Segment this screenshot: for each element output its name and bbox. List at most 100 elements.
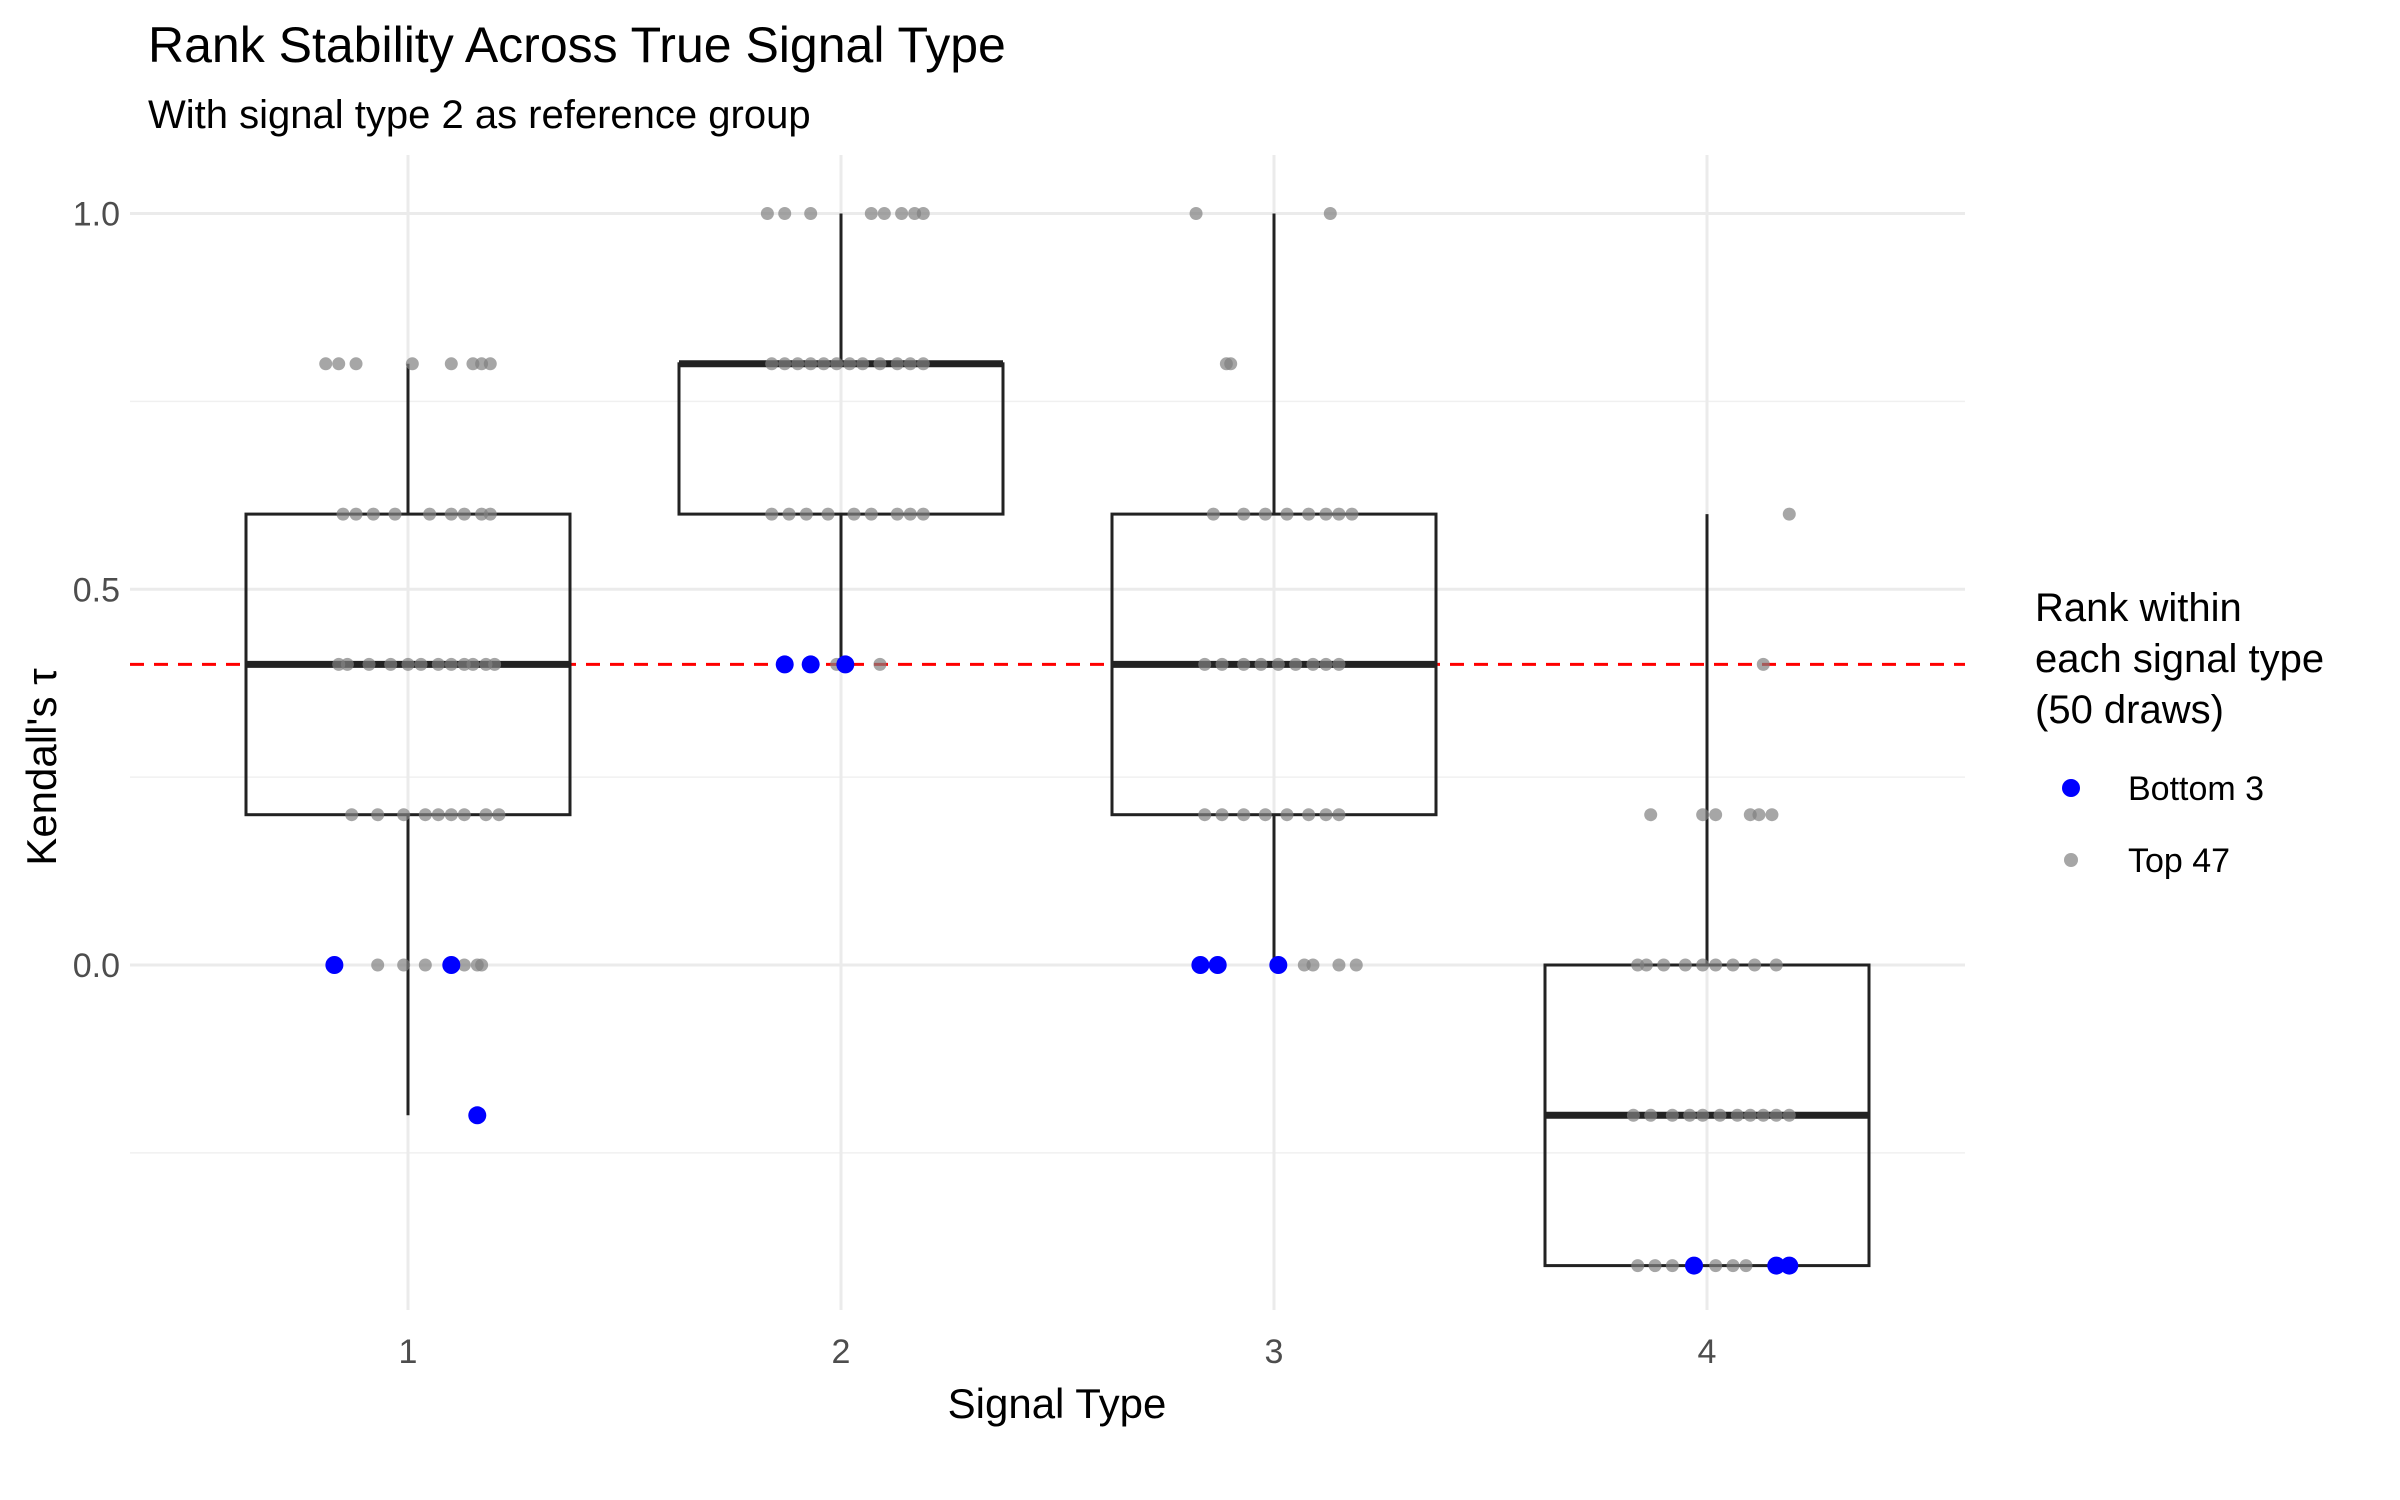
point-top-47 xyxy=(423,507,437,521)
x-axis-title: Signal Type xyxy=(948,1380,1167,1427)
point-top-47 xyxy=(1258,507,1272,521)
point-top-47 xyxy=(1631,1259,1645,1273)
point-top-47 xyxy=(1709,1259,1723,1273)
point-top-47 xyxy=(397,958,411,972)
point-top-47 xyxy=(319,357,333,371)
x-tick-label: 1 xyxy=(399,1333,418,1371)
point-top-47 xyxy=(765,507,779,521)
x-tick-label: 2 xyxy=(832,1333,851,1371)
point-top-47 xyxy=(782,507,796,521)
point-top-47 xyxy=(371,958,385,972)
point-top-47 xyxy=(1739,1259,1753,1273)
point-top-47 xyxy=(877,207,891,220)
point-top-47 xyxy=(1302,808,1316,822)
point-top-47 xyxy=(1349,958,1363,972)
point-top-47 xyxy=(1696,808,1710,822)
grid xyxy=(130,155,1965,1310)
point-top-47 xyxy=(431,657,445,671)
point-top-47 xyxy=(830,357,844,371)
legend-key-top-47 xyxy=(2064,853,2078,867)
point-top-47 xyxy=(916,507,930,521)
point-top-47 xyxy=(1665,1259,1679,1273)
point-top-47 xyxy=(817,357,831,371)
point-top-47 xyxy=(890,507,904,521)
point-top-47 xyxy=(1696,1108,1710,1122)
point-top-47 xyxy=(492,808,506,822)
point-bottom-3 xyxy=(1685,1256,1704,1275)
point-top-47 xyxy=(397,808,411,822)
point-top-47 xyxy=(916,207,930,220)
point-top-47 xyxy=(1756,657,1770,671)
point-top-47 xyxy=(895,207,909,220)
point-top-47 xyxy=(916,357,930,371)
point-top-47 xyxy=(345,808,359,822)
point-bottom-3 xyxy=(1767,1256,1786,1275)
point-top-47 xyxy=(1258,808,1272,822)
y-axis-title: Kendall's τ xyxy=(18,668,65,866)
point-top-47 xyxy=(457,958,471,972)
point-top-47 xyxy=(466,657,480,671)
point-top-47 xyxy=(388,507,402,521)
point-top-47 xyxy=(1726,1259,1740,1273)
point-top-47 xyxy=(431,808,445,822)
point-top-47 xyxy=(1206,507,1220,521)
legend-title-line-2: each signal type xyxy=(2035,637,2324,681)
point-top-47 xyxy=(444,507,458,521)
point-top-47 xyxy=(1198,808,1212,822)
point-top-47 xyxy=(847,507,861,521)
point-top-47 xyxy=(371,808,385,822)
point-top-47 xyxy=(1769,1108,1783,1122)
point-top-47 xyxy=(1280,507,1294,521)
point-bottom-3 xyxy=(1208,956,1227,974)
point-top-47 xyxy=(1332,657,1346,671)
legend-label-top-47: Top 47 xyxy=(2128,842,2230,880)
point-top-47 xyxy=(1657,958,1671,972)
point-top-47 xyxy=(791,357,805,371)
point-top-47 xyxy=(890,357,904,371)
point-top-47 xyxy=(1748,958,1762,972)
point-top-47 xyxy=(1323,207,1337,220)
point-top-47 xyxy=(765,357,779,371)
point-top-47 xyxy=(1626,1108,1640,1122)
point-top-47 xyxy=(336,507,350,521)
point-top-47 xyxy=(760,207,774,220)
point-top-47 xyxy=(778,207,792,220)
chart-title: Rank Stability Across True Signal Type xyxy=(148,17,1006,73)
point-bottom-3 xyxy=(468,1106,487,1125)
point-top-47 xyxy=(418,808,432,822)
point-top-47 xyxy=(1782,507,1796,521)
point-top-47 xyxy=(405,357,419,371)
point-top-47 xyxy=(444,657,458,671)
point-top-47 xyxy=(873,657,887,671)
point-top-47 xyxy=(1665,1108,1679,1122)
point-top-47 xyxy=(488,657,502,671)
point-top-47 xyxy=(475,958,489,972)
point-top-47 xyxy=(1782,1108,1796,1122)
point-top-47 xyxy=(873,357,887,371)
point-bottom-3 xyxy=(775,655,794,674)
point-top-47 xyxy=(479,808,493,822)
point-top-47 xyxy=(1644,1108,1658,1122)
point-top-47 xyxy=(1743,1108,1757,1122)
point-top-47 xyxy=(332,357,346,371)
legend-title-line-1: Rank within xyxy=(2035,586,2242,630)
point-top-47 xyxy=(1306,958,1320,972)
point-top-47 xyxy=(1306,657,1320,671)
point-bottom-3 xyxy=(442,956,461,974)
boxes xyxy=(244,213,1871,1268)
x-tick-label: 3 xyxy=(1265,1333,1284,1371)
point-top-47 xyxy=(1280,808,1294,822)
point-top-47 xyxy=(1713,1108,1727,1122)
point-top-47 xyxy=(384,657,398,671)
x-tick-labels: 1 2 3 4 xyxy=(399,1333,1717,1371)
point-top-47 xyxy=(1289,657,1303,671)
point-bottom-3 xyxy=(325,956,344,974)
y-tick-label: 0.5 xyxy=(73,571,120,609)
point-top-47 xyxy=(444,808,458,822)
point-top-47 xyxy=(1683,1108,1697,1122)
y-tick-labels: 0.0 0.5 1.0 xyxy=(73,196,120,986)
point-top-47 xyxy=(340,657,354,671)
point-top-47 xyxy=(821,507,835,521)
points-bottom-3 xyxy=(325,655,1799,1275)
point-top-47 xyxy=(1332,958,1346,972)
